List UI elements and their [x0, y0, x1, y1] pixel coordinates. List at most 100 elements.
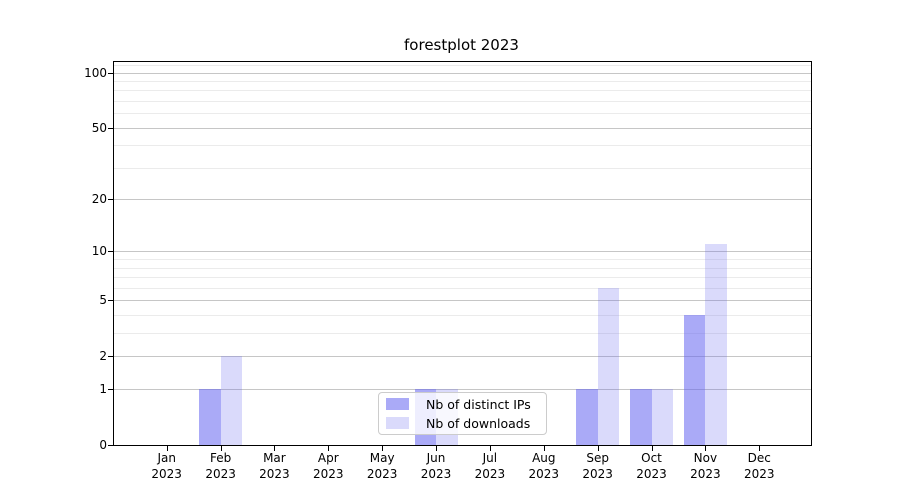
- x-tick-label-month: Jun: [426, 451, 446, 465]
- y-gridline-major-1: [114, 389, 811, 391]
- x-tick-mark-may: [382, 446, 384, 451]
- x-tick-label-month: May: [369, 451, 395, 465]
- y-gridline-major-2: [114, 356, 811, 358]
- chart-title: forestplot 2023: [404, 36, 519, 54]
- x-tick-label-jun: Jun 2023: [404, 451, 468, 482]
- x-tick-mark-dec: [759, 446, 761, 451]
- x-tick-label-year: 2023: [259, 466, 290, 481]
- y-tick-mark-1: [108, 389, 113, 391]
- x-tick-mark-oct: [651, 446, 653, 451]
- x-tick-label-apr: Apr 2023: [296, 451, 360, 482]
- y-gridline-major-20: [114, 199, 811, 201]
- bar-distinct-ips-feb: [199, 389, 221, 445]
- y-gridline-minor-80: [114, 90, 811, 92]
- x-tick-label-month: Jan: [157, 451, 176, 465]
- y-gridline-minor-4: [114, 315, 811, 317]
- x-tick-mark-jul: [489, 446, 491, 451]
- y-gridline-minor-60: [114, 113, 811, 115]
- x-tick-label-year: 2023: [690, 466, 721, 481]
- y-gridline-minor-30: [114, 167, 811, 169]
- x-tick-label-month: Aug: [532, 451, 556, 465]
- legend-swatch-distinct-ips-icon: [386, 398, 409, 410]
- x-tick-label-year: 2023: [205, 466, 236, 481]
- bar-downloads-feb: [220, 356, 243, 445]
- y-gridline-major-5: [114, 300, 811, 302]
- bar-distinct-ips-sep: [576, 389, 598, 445]
- y-tick-mark-20: [108, 199, 113, 201]
- bar-downloads-sep: [597, 287, 620, 445]
- y-gridline-minor-110: [114, 64, 811, 66]
- y-tick-mark-5: [108, 300, 113, 302]
- x-tick-label-nov: Nov 2023: [673, 451, 737, 482]
- x-tick-mark-feb: [220, 446, 222, 451]
- x-tick-mark-sep: [597, 446, 599, 451]
- x-tick-label-year: 2023: [366, 466, 398, 481]
- x-tick-mark-nov: [705, 446, 707, 451]
- y-tick-mark-100: [108, 72, 113, 74]
- x-tick-label-month: Mar: [263, 451, 286, 465]
- y-tick-label-2: 2: [99, 349, 107, 364]
- legend: Nb of distinct IPs Nb of downloads: [378, 392, 547, 435]
- x-tick-label-mar: Mar 2023: [242, 451, 306, 482]
- bar-distinct-ips-nov: [683, 315, 706, 445]
- x-tick-label-year: 2023: [744, 466, 775, 481]
- y-gridline-minor-70: [114, 100, 811, 102]
- y-gridline-minor-40: [114, 145, 811, 147]
- y-gridline-minor-8: [114, 267, 811, 269]
- y-tick-mark-50: [108, 127, 113, 129]
- x-tick-label-dec: Dec 2023: [727, 451, 791, 482]
- bar-downloads-oct: [651, 389, 673, 445]
- y-tick-label-20: 20: [91, 192, 107, 207]
- x-tick-label-month: Apr: [317, 451, 339, 465]
- legend-label-distinct-ips: Nb of distinct IPs: [426, 396, 531, 412]
- x-tick-mark-mar: [274, 446, 276, 451]
- x-tick-label-month: Oct: [641, 451, 662, 465]
- x-tick-label-year: 2023: [151, 466, 182, 481]
- bar-distinct-ips-oct: [630, 389, 652, 445]
- y-gridline-major-50: [114, 127, 811, 129]
- y-tick-mark-0: [108, 445, 113, 446]
- x-tick-label-feb: Feb 2023: [189, 451, 253, 482]
- x-tick-label-month: Sep: [586, 451, 609, 465]
- legend-swatch-downloads-icon: [386, 417, 409, 429]
- x-tick-mark-aug: [543, 446, 545, 451]
- x-tick-label-sep: Sep 2023: [566, 451, 630, 482]
- y-tick-label-10: 10: [91, 244, 107, 259]
- x-tick-label-year: 2023: [528, 466, 560, 481]
- x-tick-label-year: 2023: [474, 466, 506, 481]
- y-gridline-minor-90: [114, 80, 811, 82]
- x-tick-label-year: 2023: [420, 466, 452, 481]
- legend-label-downloads: Nb of downloads: [426, 415, 531, 431]
- plot-area: 0 1 2 5 10 20 50 100 Jan 2023 Feb 2023 Mar 2023 Apr 202…: [84, 61, 812, 481]
- y-gridline-minor-6: [114, 287, 811, 289]
- y-tick-mark-10: [108, 251, 113, 253]
- x-tick-label-oct: Oct 2023: [620, 451, 684, 482]
- x-tick-label-jul: Jul 2023: [458, 451, 522, 482]
- y-gridline-minor-9: [114, 259, 811, 261]
- legend-item-downloads: Nb of downloads: [386, 416, 539, 431]
- x-tick-mark-jan: [166, 446, 168, 451]
- x-tick-label-year: 2023: [582, 466, 613, 481]
- y-gridline-major-100: [114, 72, 811, 74]
- x-tick-label-month: Nov: [693, 451, 718, 465]
- y-tick-label-0: 0: [99, 438, 107, 452]
- x-tick-label-month: Dec: [747, 451, 771, 465]
- x-tick-mark-jun: [436, 446, 437, 451]
- x-tick-label-month: Jul: [482, 451, 498, 465]
- y-tick-label-100: 100: [84, 65, 107, 80]
- x-tick-label-month: Feb: [209, 451, 232, 465]
- y-gridline-minor-3: [114, 333, 811, 335]
- bar-downloads-nov: [705, 244, 727, 445]
- y-tick-label-5: 5: [99, 293, 107, 308]
- x-tick-label-year: 2023: [313, 466, 344, 481]
- x-tick-label-aug: Aug 2023: [512, 451, 576, 482]
- x-tick-label-may: May 2023: [350, 451, 414, 482]
- y-tick-label-50: 50: [91, 120, 107, 135]
- y-gridline-major-10: [114, 251, 811, 253]
- x-tick-mark-apr: [328, 446, 330, 451]
- x-tick-label-jan: Jan 2023: [135, 451, 199, 482]
- legend-item-distinct-ips: Nb of distinct IPs: [386, 397, 539, 412]
- y-tick-mark-2: [108, 356, 113, 358]
- y-gridline-minor-7: [114, 277, 811, 279]
